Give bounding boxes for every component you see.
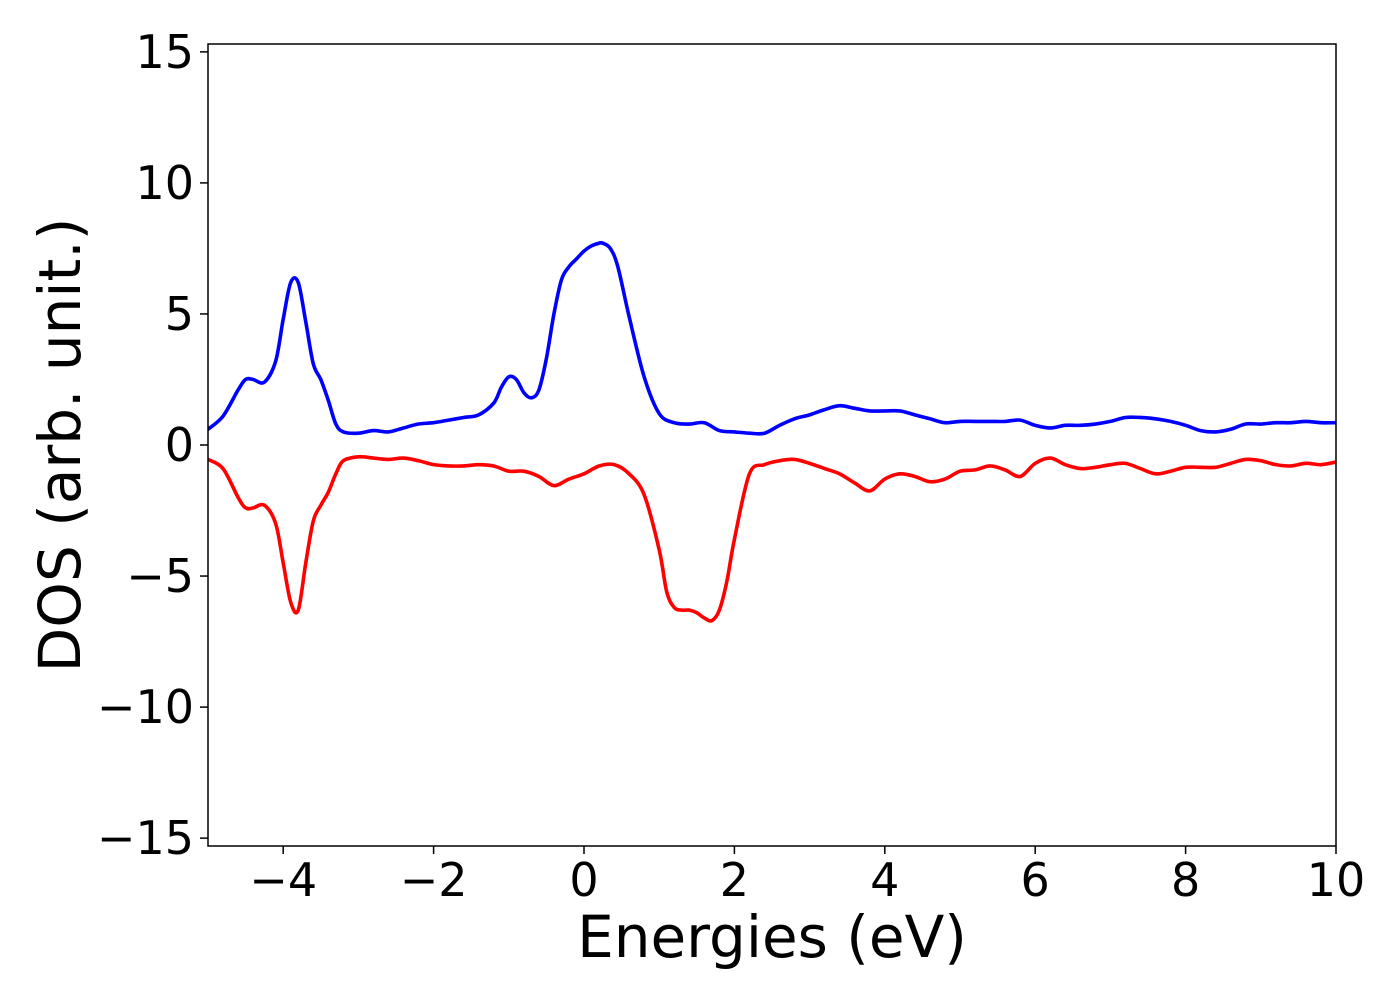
x-axis-ticks: −4 −2 0 2 4 6 8 10 — [249, 846, 1365, 907]
y-tick-label: 5 — [165, 287, 194, 341]
series-line-red — [208, 454, 1336, 623]
x-tick-label: 6 — [1021, 853, 1050, 907]
x-tick-label: 0 — [569, 853, 598, 907]
y-tick-label: 10 — [135, 156, 194, 210]
x-axis-title: Energies (eV) — [577, 903, 967, 971]
y-tick-label: 15 — [135, 25, 194, 79]
x-tick-label: 2 — [720, 853, 749, 907]
x-tick-label: 10 — [1307, 853, 1366, 907]
y-tick-label: 0 — [165, 418, 194, 472]
y-tick-label: −10 — [97, 680, 194, 734]
y-axis-ticks: −15 −10 −5 0 5 10 15 — [97, 25, 208, 865]
x-tick-label: −2 — [400, 853, 468, 907]
x-tick-label: −4 — [249, 853, 317, 907]
y-axis-title: DOS (arb. unit.) — [26, 218, 94, 673]
x-tick-label: 8 — [1171, 853, 1200, 907]
y-tick-label: −15 — [97, 811, 194, 865]
series-layer — [208, 240, 1336, 623]
x-tick-label: 4 — [870, 853, 899, 907]
series-line-blue — [208, 240, 1336, 436]
y-tick-label: −5 — [126, 549, 194, 603]
